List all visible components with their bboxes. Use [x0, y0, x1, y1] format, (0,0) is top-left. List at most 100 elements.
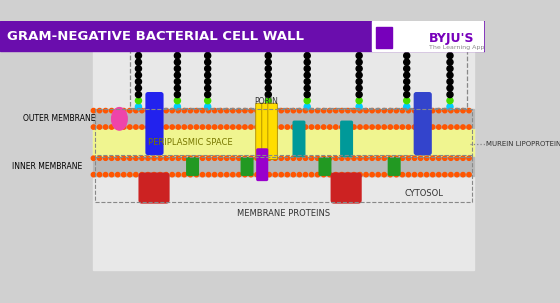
Circle shape: [174, 104, 180, 110]
Circle shape: [200, 125, 204, 129]
Circle shape: [261, 172, 265, 177]
Circle shape: [182, 156, 186, 160]
Text: INNER MEMBRANE: INNER MEMBRANE: [12, 162, 83, 171]
Circle shape: [194, 125, 199, 129]
Circle shape: [265, 66, 271, 72]
FancyBboxPatch shape: [388, 157, 400, 176]
Circle shape: [315, 172, 320, 177]
FancyBboxPatch shape: [268, 103, 277, 159]
Circle shape: [109, 108, 114, 113]
Circle shape: [424, 108, 429, 113]
Circle shape: [204, 72, 211, 78]
Circle shape: [418, 172, 423, 177]
Circle shape: [328, 172, 332, 177]
Circle shape: [309, 125, 314, 129]
Text: GRAM-NEGATIVE BACTERIAL CELL WALL: GRAM-NEGATIVE BACTERIAL CELL WALL: [7, 30, 304, 43]
Circle shape: [467, 125, 471, 129]
Circle shape: [424, 125, 429, 129]
Circle shape: [249, 108, 253, 113]
Circle shape: [404, 78, 410, 85]
Circle shape: [158, 108, 162, 113]
Circle shape: [194, 172, 199, 177]
Circle shape: [455, 172, 459, 177]
Circle shape: [370, 125, 374, 129]
Circle shape: [115, 108, 120, 113]
Bar: [95, 155, 473, 202]
Circle shape: [412, 156, 417, 160]
Circle shape: [304, 92, 310, 98]
Circle shape: [249, 172, 253, 177]
Circle shape: [388, 156, 393, 160]
Circle shape: [400, 172, 404, 177]
Circle shape: [231, 125, 235, 129]
Circle shape: [146, 125, 150, 129]
FancyBboxPatch shape: [319, 157, 332, 176]
Circle shape: [455, 108, 459, 113]
Circle shape: [109, 125, 114, 129]
Circle shape: [136, 92, 142, 98]
Circle shape: [164, 156, 169, 160]
Bar: [376, 27, 392, 48]
Circle shape: [304, 53, 310, 59]
Circle shape: [407, 108, 410, 113]
Circle shape: [418, 108, 423, 113]
Circle shape: [225, 125, 229, 129]
Circle shape: [449, 172, 453, 177]
Circle shape: [382, 125, 386, 129]
Circle shape: [404, 53, 410, 59]
Circle shape: [249, 125, 253, 129]
Circle shape: [400, 108, 404, 113]
Circle shape: [115, 156, 120, 160]
Circle shape: [212, 156, 217, 160]
Circle shape: [255, 125, 259, 129]
Circle shape: [104, 108, 108, 113]
Circle shape: [237, 125, 241, 129]
Circle shape: [437, 125, 441, 129]
Circle shape: [231, 156, 235, 160]
Circle shape: [176, 156, 180, 160]
Circle shape: [346, 125, 350, 129]
FancyBboxPatch shape: [256, 148, 268, 181]
Circle shape: [188, 156, 193, 160]
Circle shape: [364, 172, 368, 177]
Circle shape: [218, 156, 223, 160]
Circle shape: [304, 72, 310, 78]
Circle shape: [204, 66, 211, 72]
Circle shape: [242, 108, 247, 113]
Circle shape: [140, 172, 144, 177]
Circle shape: [265, 53, 271, 59]
Text: CYTOSOL: CYTOSOL: [404, 189, 444, 198]
Circle shape: [225, 172, 229, 177]
Circle shape: [134, 156, 138, 160]
Circle shape: [412, 108, 417, 113]
Circle shape: [237, 108, 241, 113]
Circle shape: [315, 156, 320, 160]
Circle shape: [265, 59, 271, 65]
Circle shape: [273, 156, 277, 160]
Circle shape: [315, 108, 320, 113]
Circle shape: [207, 156, 211, 160]
Circle shape: [261, 156, 265, 160]
Circle shape: [164, 125, 169, 129]
Circle shape: [356, 59, 362, 65]
Circle shape: [388, 172, 393, 177]
Circle shape: [207, 108, 211, 113]
Circle shape: [407, 156, 410, 160]
Circle shape: [204, 104, 211, 110]
Circle shape: [104, 156, 108, 160]
Circle shape: [122, 156, 126, 160]
Circle shape: [104, 125, 108, 129]
Circle shape: [140, 156, 144, 160]
Circle shape: [447, 85, 453, 91]
Circle shape: [134, 108, 138, 113]
Circle shape: [407, 125, 410, 129]
Circle shape: [255, 156, 259, 160]
Circle shape: [291, 108, 296, 113]
Circle shape: [447, 59, 453, 65]
FancyBboxPatch shape: [146, 92, 164, 155]
Circle shape: [91, 172, 96, 177]
Circle shape: [356, 92, 362, 98]
Bar: [94, 128, 474, 157]
Circle shape: [231, 108, 235, 113]
Circle shape: [449, 156, 453, 160]
